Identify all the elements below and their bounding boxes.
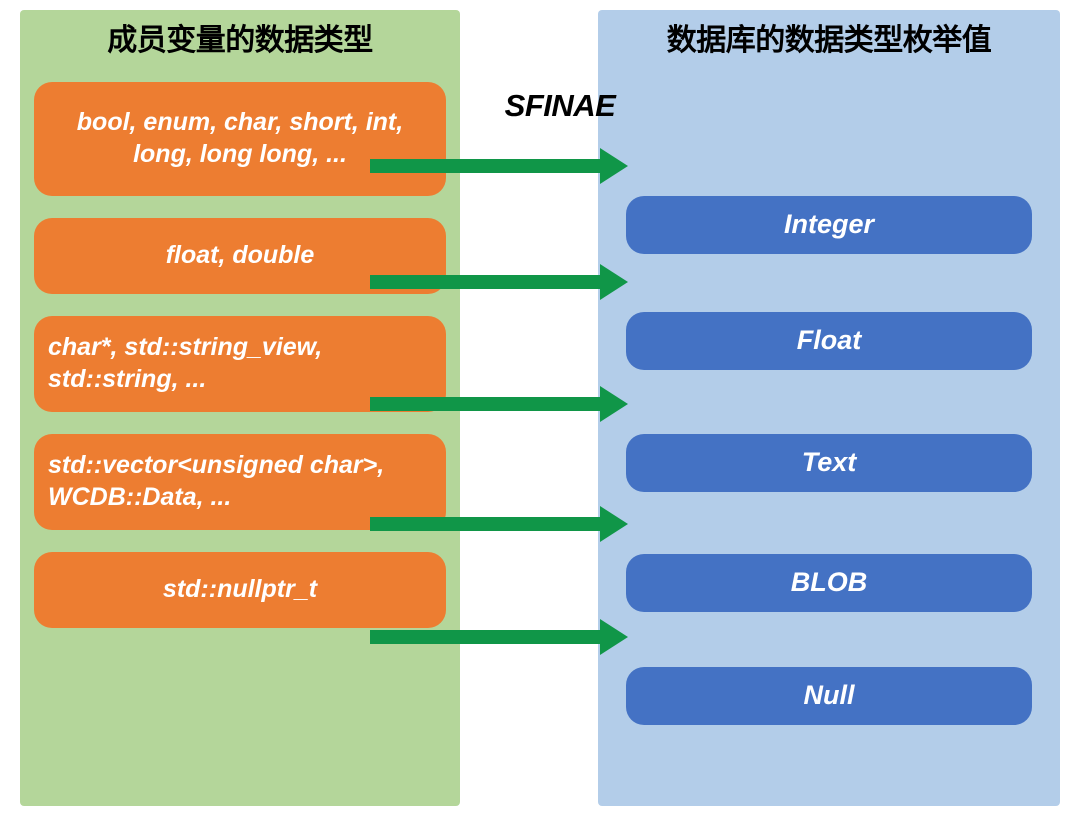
right-pill-stack: Integer Float Text BLOB Null — [612, 78, 1046, 838]
right-pill-0: Integer — [626, 196, 1032, 254]
right-pill-4: Null — [626, 667, 1032, 725]
left-pill-0: bool, enum, char, short, int, long, long… — [34, 82, 446, 196]
left-pill-4: std::nullptr_t — [34, 552, 446, 628]
right-pill-1: Float — [626, 312, 1032, 370]
type-mapping-diagram: 成员变量的数据类型 bool, enum, char, short, int, … — [20, 10, 1060, 806]
left-pill-3: std::vector<unsigned char>, WCDB::Data, … — [34, 434, 446, 530]
right-panel: 数据库的数据类型枚举值 Integer Float Text BLOB Null — [598, 10, 1060, 806]
right-pill-3: BLOB — [626, 554, 1032, 612]
right-pill-2: Text — [626, 434, 1032, 492]
center-label-sfinae: SFINAE — [500, 88, 620, 124]
right-panel-title: 数据库的数据类型枚举值 — [612, 22, 1046, 60]
left-panel-title: 成员变量的数据类型 — [34, 22, 446, 60]
